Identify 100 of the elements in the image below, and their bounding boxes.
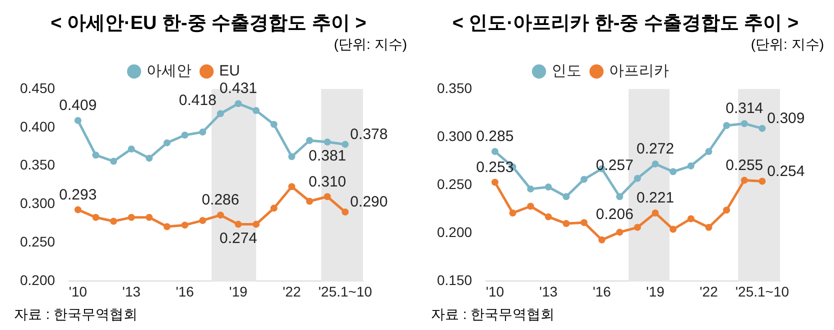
data-label: 0.253 bbox=[476, 158, 514, 176]
y-tick-label: 0.400 bbox=[20, 118, 56, 134]
point bbox=[634, 174, 641, 182]
legend-label: EU bbox=[219, 62, 240, 80]
point bbox=[74, 206, 82, 214]
point bbox=[146, 154, 153, 162]
x-tick-label: '10 bbox=[486, 283, 504, 300]
data-label: 0.221 bbox=[636, 190, 674, 207]
point bbox=[92, 152, 100, 159]
point bbox=[527, 185, 534, 192]
point bbox=[758, 178, 766, 185]
point bbox=[288, 153, 296, 160]
point bbox=[234, 100, 242, 108]
chart-title: < 아세안·EU 한-중 수출경합도 추이 > bbox=[50, 12, 368, 36]
point bbox=[306, 198, 314, 205]
chart-subtitle: (단위: 지수) bbox=[750, 36, 825, 54]
data-label: 0.314 bbox=[726, 100, 764, 118]
point bbox=[562, 220, 570, 228]
data-label: 0.257 bbox=[596, 157, 634, 174]
y-tick-label: 0.450 bbox=[20, 80, 56, 96]
point bbox=[199, 216, 206, 224]
point bbox=[544, 184, 552, 191]
data-label: 0.431 bbox=[220, 80, 258, 98]
point bbox=[110, 218, 118, 225]
point bbox=[616, 228, 624, 236]
point bbox=[687, 162, 694, 170]
point bbox=[181, 132, 188, 139]
x-tick-label: '16 bbox=[176, 283, 194, 300]
point bbox=[342, 208, 349, 216]
x-tick-label: '22 bbox=[700, 283, 718, 300]
point bbox=[544, 213, 552, 220]
data-label: 0.381 bbox=[308, 148, 346, 165]
x-tick-label: '13 bbox=[539, 283, 558, 300]
point bbox=[616, 193, 624, 200]
point bbox=[92, 214, 100, 221]
legend-label: 아세안 bbox=[146, 62, 192, 80]
point bbox=[216, 212, 224, 219]
y-tick-label: 0.250 bbox=[436, 176, 472, 192]
point bbox=[252, 107, 260, 114]
point bbox=[270, 120, 278, 128]
legend-label: 인도 bbox=[552, 62, 582, 80]
point bbox=[740, 120, 748, 128]
point bbox=[234, 220, 242, 228]
point bbox=[199, 128, 206, 136]
data-label: 0.293 bbox=[59, 186, 97, 204]
y-tick-label: 0.300 bbox=[436, 128, 472, 144]
y-tick-label: 0.200 bbox=[436, 224, 472, 240]
point bbox=[324, 138, 331, 146]
point bbox=[740, 176, 748, 184]
data-label: 0.255 bbox=[726, 156, 764, 174]
point bbox=[164, 139, 171, 146]
point bbox=[110, 158, 118, 165]
chart-subtitle: (단위: 지수) bbox=[332, 36, 408, 54]
point bbox=[342, 140, 349, 148]
data-label: 0.285 bbox=[476, 128, 514, 146]
y-tick-label: 0.300 bbox=[20, 195, 56, 212]
x-tick-label: '16 bbox=[592, 283, 612, 300]
point bbox=[164, 223, 171, 230]
point bbox=[723, 122, 730, 130]
point bbox=[146, 214, 153, 221]
point bbox=[758, 124, 766, 132]
point bbox=[705, 148, 712, 155]
point bbox=[491, 178, 498, 186]
data-label: 0.286 bbox=[202, 192, 240, 209]
point bbox=[598, 236, 606, 244]
point bbox=[580, 219, 588, 226]
point bbox=[491, 148, 498, 155]
data-label: 0.290 bbox=[350, 194, 388, 211]
point bbox=[252, 220, 260, 228]
y-tick-label: 0.350 bbox=[436, 80, 472, 96]
data-label: 0.310 bbox=[308, 173, 346, 190]
x-tick-label: '19 bbox=[229, 283, 248, 300]
data-label: 0.418 bbox=[178, 92, 216, 110]
x-tick-label: '22 bbox=[282, 283, 302, 300]
text: 자료 : 한국무역협회 bbox=[430, 306, 556, 324]
point bbox=[705, 224, 712, 231]
x-tick-label: '13 bbox=[122, 283, 141, 300]
point bbox=[128, 145, 135, 152]
data-label: 0.274 bbox=[220, 230, 258, 247]
point bbox=[652, 160, 659, 168]
point bbox=[270, 204, 278, 212]
point bbox=[687, 215, 694, 222]
point bbox=[216, 110, 224, 118]
y-tick-label: 0.150 bbox=[436, 272, 472, 288]
point bbox=[670, 226, 677, 233]
y-tick-label: 0.200 bbox=[20, 272, 56, 288]
x-tick-label: '25.1~10 bbox=[318, 283, 372, 300]
point bbox=[723, 206, 730, 214]
data-label: 0.409 bbox=[59, 97, 97, 114]
data-label: 0.206 bbox=[596, 206, 634, 224]
point bbox=[306, 137, 314, 144]
y-tick-label: 0.350 bbox=[20, 156, 56, 173]
y-tick-label: 0.250 bbox=[20, 234, 56, 250]
x-tick-label: '10 bbox=[68, 283, 88, 300]
x-tick-label: '25.1~10 bbox=[735, 283, 790, 300]
point bbox=[288, 183, 296, 190]
data-label: 0.272 bbox=[636, 140, 674, 158]
text: 자료 : 한국무역협회 bbox=[13, 306, 139, 324]
point bbox=[128, 214, 135, 221]
data-label: 0.254 bbox=[767, 162, 805, 180]
